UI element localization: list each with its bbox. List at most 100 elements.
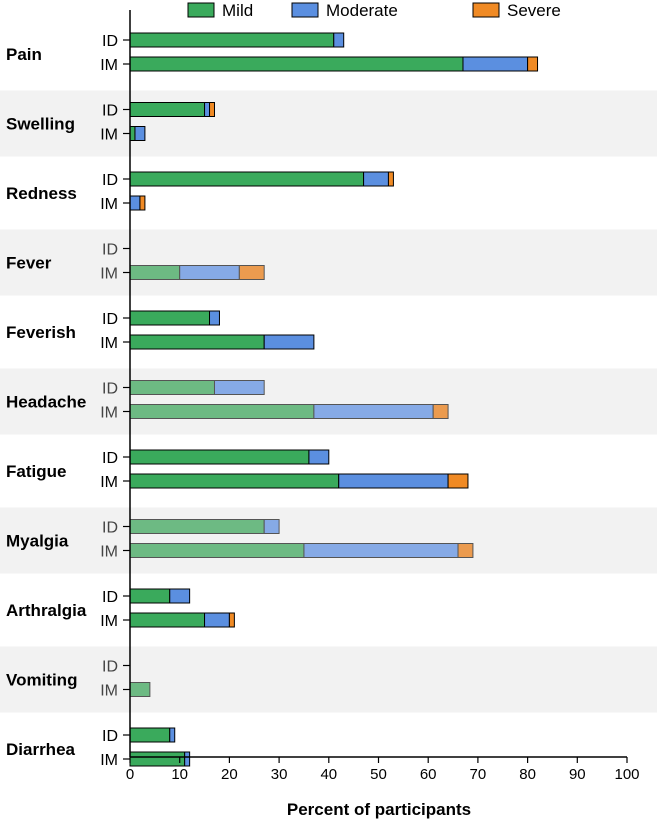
bar-segment-headache-id-mild <box>129 380 215 395</box>
bar-segment-myalgia-id-mild <box>129 519 265 534</box>
legend-swatch-severe <box>472 2 500 18</box>
bar-segment-arthralgia-im-moderate <box>204 612 230 628</box>
group-label-swelling: Swelling <box>6 115 75 134</box>
route-label: IM <box>100 196 118 213</box>
legend-label-moderate: Moderate <box>326 1 398 20</box>
route-label: IM <box>100 683 118 700</box>
route-label: ID <box>102 520 118 537</box>
bar-segment-headache-id-moderate <box>213 380 265 395</box>
bar-segment-redness-id-mild <box>129 171 365 187</box>
group-label-feverish: Feverish <box>6 323 76 342</box>
route-label: ID <box>102 589 118 606</box>
x-tick-label: 0 <box>126 766 134 783</box>
bar-segment-swelling-id-severe <box>209 102 215 117</box>
bar-segment-pain-im-moderate <box>462 56 529 72</box>
bar-segment-pain-im-severe <box>527 56 539 72</box>
group-band-fever <box>0 229 657 296</box>
route-label: ID <box>102 242 118 259</box>
bar-segment-redness-id-moderate <box>363 171 389 187</box>
bar-segment-headache-im-severe <box>432 404 449 419</box>
axes-layer: Pain ID IM Swelling ID IM Redness ID IM Fever ID IM… <box>6 10 640 783</box>
route-label: IM <box>100 127 118 144</box>
bar-segment-fever-im-severe <box>238 265 265 280</box>
bar-segment-myalgia-id-moderate <box>263 519 280 534</box>
group-band-swelling <box>0 90 657 157</box>
bar-segment-fever-im-moderate <box>179 265 240 280</box>
bar-segment-swelling-id-mild <box>129 102 206 117</box>
group-label-diarrhea: Diarrhea <box>6 740 76 759</box>
route-label: ID <box>102 450 118 467</box>
bar-segment-arthralgia-im-severe <box>228 612 235 628</box>
bar-segment-myalgia-im-severe <box>457 543 474 558</box>
group-band-headache <box>0 368 657 435</box>
route-label: IM <box>100 405 118 422</box>
route-label: IM <box>100 474 118 491</box>
x-axis-title: Percent of participants <box>287 800 471 819</box>
bar-segment-myalgia-im-moderate <box>303 543 459 558</box>
route-label: ID <box>102 659 118 676</box>
route-label: IM <box>100 544 118 561</box>
bar-segment-fever-im-mild <box>129 265 181 280</box>
bar-segment-feverish-im-moderate <box>263 334 315 350</box>
bar-segment-fatigue-im-mild <box>129 473 340 489</box>
bar-layer <box>129 32 539 767</box>
route-label: ID <box>102 311 118 328</box>
route-label: IM <box>100 752 118 769</box>
route-label: IM <box>100 266 118 283</box>
x-tick-label: 60 <box>420 766 437 783</box>
route-label: ID <box>102 172 118 189</box>
bar-segment-arthralgia-id-moderate <box>169 588 191 604</box>
bar-segment-pain-id-mild <box>129 32 335 48</box>
x-tick-label: 40 <box>320 766 337 783</box>
route-label: IM <box>100 613 118 630</box>
group-label-vomiting: Vomiting <box>6 671 77 690</box>
x-tick-label: 100 <box>614 766 639 783</box>
x-tick-label: 90 <box>569 766 586 783</box>
x-tick-label: 30 <box>271 766 288 783</box>
x-tick-label: 20 <box>221 766 238 783</box>
group-label-fever: Fever <box>6 254 52 273</box>
route-label: IM <box>100 57 118 74</box>
band-layer <box>0 90 657 713</box>
group-label-fatigue: Fatigue <box>6 462 66 481</box>
bar-segment-diarrhea-id-mild <box>129 727 171 743</box>
group-band-vomiting <box>0 646 657 713</box>
route-label: ID <box>102 33 118 50</box>
legend-label-severe: Severe <box>507 1 561 20</box>
route-label: ID <box>102 103 118 120</box>
bar-segment-diarrhea-im-mild <box>129 751 186 767</box>
route-label: ID <box>102 381 118 398</box>
legend-swatch-moderate <box>291 2 319 18</box>
bar-segment-redness-im-severe <box>139 195 146 211</box>
group-label-myalgia: Myalgia <box>6 532 69 551</box>
group-band-myalgia <box>0 507 657 574</box>
x-tick-label: 50 <box>370 766 387 783</box>
route-label: ID <box>102 728 118 745</box>
bar-segment-swelling-im-moderate <box>134 126 146 141</box>
bar-segment-redness-im-moderate <box>129 195 141 211</box>
bar-segment-fatigue-im-moderate <box>338 473 449 489</box>
group-label-pain: Pain <box>6 45 42 64</box>
bar-segment-diarrhea-id-moderate <box>169 727 176 743</box>
x-tick-label: 80 <box>519 766 536 783</box>
x-tick-label: 70 <box>470 766 487 783</box>
bar-segment-diarrhea-im-moderate <box>184 751 191 767</box>
legend: Mild Moderate Severe <box>187 1 561 20</box>
bar-segment-pain-id-moderate <box>333 32 345 48</box>
x-tick-label: 10 <box>171 766 188 783</box>
group-label-headache: Headache <box>6 393 86 412</box>
bar-segment-fatigue-id-mild <box>129 449 310 465</box>
legend-swatch-mild <box>187 2 215 18</box>
bar-segment-swelling-id-moderate <box>204 102 211 117</box>
bar-segment-feverish-id-moderate <box>209 310 220 326</box>
bar-segment-feverish-id-mild <box>129 310 211 326</box>
group-label-arthralgia: Arthralgia <box>6 601 87 620</box>
bar-segment-arthralgia-im-mild <box>129 612 206 628</box>
bar-segment-feverish-im-mild <box>129 334 265 350</box>
bar-segment-pain-im-mild <box>129 56 464 72</box>
bar-segment-headache-im-moderate <box>313 404 434 419</box>
bar-segment-headache-im-mild <box>129 404 315 419</box>
legend-label-mild: Mild <box>222 1 253 20</box>
group-label-redness: Redness <box>6 184 77 203</box>
